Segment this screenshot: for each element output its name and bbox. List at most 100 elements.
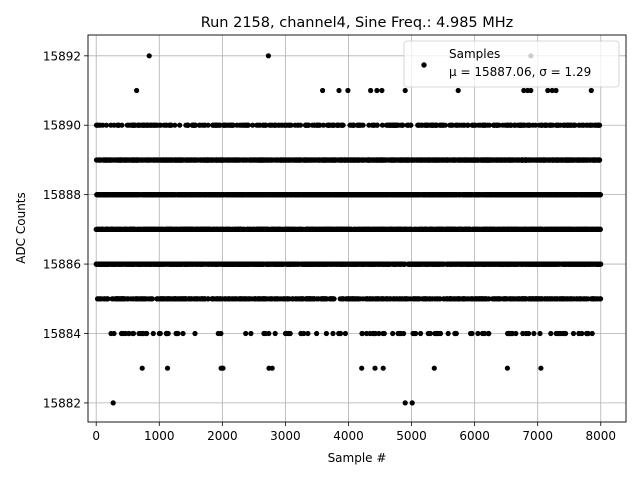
data-point (532, 227, 537, 232)
data-point (323, 296, 328, 301)
data-point (549, 262, 554, 267)
data-point (359, 331, 364, 336)
data-point (500, 296, 505, 301)
data-point (578, 296, 583, 301)
data-point (273, 331, 278, 336)
data-point (247, 227, 252, 232)
data-point (300, 296, 305, 301)
data-point (548, 331, 553, 336)
data-point (556, 331, 561, 336)
data-point (549, 227, 554, 232)
chart-title: Run 2158, channel4, Sine Freq.: 4.985 MH… (201, 15, 514, 31)
data-point (218, 296, 223, 301)
data-point (425, 296, 430, 301)
data-point (539, 227, 544, 232)
data-point (534, 262, 539, 267)
data-point (314, 331, 319, 336)
data-point (287, 262, 292, 267)
data-point (418, 227, 423, 232)
data-point (153, 227, 158, 232)
data-point (329, 296, 334, 301)
data-point (344, 227, 349, 232)
data-point (137, 227, 142, 232)
data-point (561, 262, 566, 267)
data-point (502, 227, 507, 232)
data-point (476, 296, 481, 301)
data-point (559, 227, 564, 232)
data-point (370, 262, 375, 267)
data-point (583, 227, 588, 232)
data-point (248, 331, 253, 336)
data-point (455, 262, 460, 267)
data-point (149, 296, 154, 301)
data-point (393, 227, 398, 232)
data-point (522, 296, 527, 301)
data-point (167, 262, 172, 267)
data-point (505, 331, 510, 336)
data-point (123, 331, 128, 336)
data-point (576, 331, 581, 336)
data-point (434, 331, 439, 336)
data-point (391, 296, 396, 301)
data-point (330, 262, 335, 267)
data-point (353, 262, 358, 267)
data-point (300, 262, 305, 267)
data-point (347, 262, 352, 267)
data-point (241, 227, 246, 232)
data-point (514, 227, 519, 232)
data-point (470, 296, 475, 301)
data-point (165, 227, 170, 232)
data-point (361, 262, 366, 267)
data-point (108, 331, 113, 336)
data-point (456, 227, 461, 232)
data-point (94, 227, 99, 232)
data-point (486, 227, 491, 232)
data-point (157, 331, 162, 336)
data-point (167, 296, 172, 301)
data-point (343, 331, 348, 336)
data-point (263, 227, 268, 232)
data-point (422, 262, 427, 267)
data-point (402, 262, 407, 267)
data-point (227, 296, 232, 301)
data-point (155, 262, 160, 267)
data-point (174, 331, 179, 336)
data-point (531, 331, 536, 336)
data-point (402, 227, 407, 232)
data-point (311, 227, 316, 232)
data-point (598, 296, 603, 301)
data-point (430, 262, 435, 267)
data-point (418, 331, 423, 336)
data-point (243, 331, 248, 336)
data-point (314, 296, 319, 301)
data-point (409, 227, 414, 232)
data-point (475, 331, 480, 336)
data-point (111, 227, 116, 232)
data-point (492, 296, 497, 301)
data-point (445, 227, 450, 232)
data-point (159, 296, 164, 301)
data-point (586, 331, 591, 336)
data-point (285, 227, 290, 232)
data-point (164, 331, 169, 336)
data-point (154, 296, 159, 301)
data-point (273, 296, 278, 301)
data-point (284, 331, 289, 336)
data-point (463, 227, 468, 232)
data-point (177, 296, 182, 301)
data-point (240, 296, 245, 301)
data-point (266, 262, 271, 267)
data-point (454, 331, 459, 336)
data-point (187, 227, 192, 232)
data-point (268, 296, 273, 301)
data-point (411, 262, 416, 267)
data-point (251, 262, 256, 267)
data-point (446, 331, 451, 336)
data-point (194, 296, 199, 301)
data-point (553, 296, 558, 301)
data-point (204, 262, 209, 267)
data-point (330, 331, 335, 336)
data-point (371, 331, 376, 336)
data-point (233, 227, 238, 232)
data-point (404, 296, 409, 301)
